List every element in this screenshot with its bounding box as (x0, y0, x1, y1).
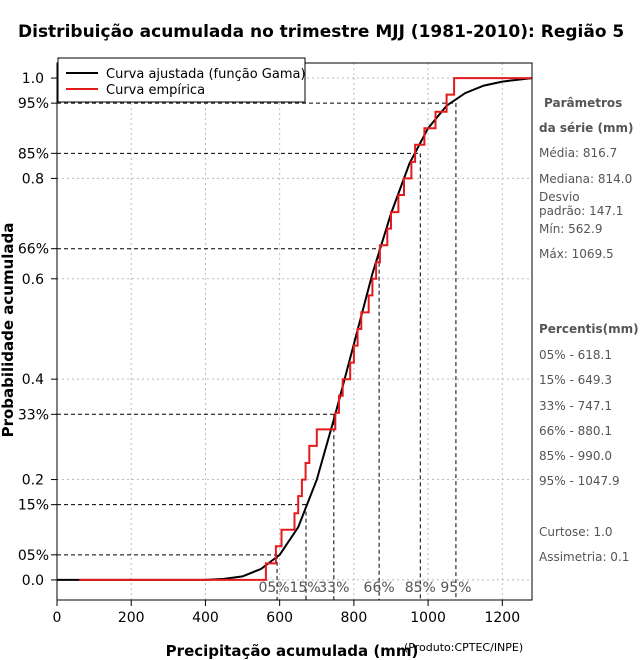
legend-box (57, 57, 306, 103)
x-tick-label: 1000 (410, 610, 446, 626)
param-desvio-line-1: Desvio (539, 190, 580, 204)
x-tick-label: 600 (266, 610, 293, 626)
x-tick-label: 800 (341, 610, 368, 626)
percentile-x-label: 15% (289, 580, 320, 596)
legend-fitted-label: Curva ajustada (função Gama) (106, 67, 306, 82)
x-tick-label: 400 (192, 610, 219, 626)
percentile-y-label: 85% (18, 146, 49, 162)
percentil-15: 15% - 649.3 (539, 373, 612, 387)
param-max: Máx: 1069.5 (539, 247, 614, 261)
y-tick-label: 0.8 (22, 171, 44, 187)
percentile-y-label: 15% (18, 498, 49, 514)
y-tick-label: 0.2 (22, 473, 44, 489)
percentil-66: 66% - 880.1 (539, 424, 612, 438)
percentile-lines (57, 102, 457, 600)
x-tick-label: 200 (118, 610, 145, 626)
grid (56, 63, 532, 600)
y-tick-label: 0.4 (22, 372, 44, 388)
product-credit: (Produto:CPTEC/INPE) (404, 641, 523, 654)
y-tick-label: 0.6 (22, 272, 44, 288)
y-axis: 0.0 0.2 0.4 0.6 0.8 1.0 (22, 71, 57, 589)
percentile-x-label: 85% (405, 580, 436, 596)
x-axis-label: Precipitação acumulada (mm) (166, 642, 419, 660)
percentile-x-label: 33% (318, 580, 349, 596)
series-parameters-panel: Parâmetros da série (mm) Média: 816.7 Me… (539, 96, 633, 261)
y-axis-label: Probabilidade acumulada (0, 223, 17, 438)
percentile-y-label: 33% (18, 407, 49, 423)
x-axis: 0 200 400 600 800 1000 1200 (53, 600, 520, 626)
percentile-y-label: 66% (18, 242, 49, 258)
percentile-y-label: 05% (18, 548, 49, 564)
y-tick-label: 1.0 (22, 71, 44, 87)
y-tick-label: 0.0 (22, 573, 44, 589)
legend: Curva ajustada (função Gama) Curva empír… (57, 57, 306, 103)
curtose: Curtose: 1.0 (539, 525, 613, 539)
percentiles-panel: Percentis(mm) 05% - 618.1 15% - 649.3 33… (539, 322, 639, 564)
percentile-x-label: 66% (364, 580, 395, 596)
percentil-85: 85% - 990.0 (539, 449, 612, 463)
param-media: Média: 816.7 (539, 146, 617, 160)
x-tick-label: 1200 (484, 610, 520, 626)
percentile-x-label: 95% (440, 580, 471, 596)
percentile-y-labels: 05% 15% 33% 66% 85% 95% (18, 96, 57, 564)
assimetria: Assimetria: 0.1 (539, 550, 629, 564)
percentile-y-label: 95% (18, 96, 49, 112)
percentile-x-label: 05% (258, 580, 289, 596)
param-desvio-line-2: padrão: 147.1 (539, 204, 623, 218)
empirical-step-curve (79, 77, 532, 581)
x-tick-label: 0 (53, 610, 62, 626)
params-title-line-2: da série (mm) (539, 121, 633, 135)
percentil-05: 05% - 618.1 (539, 348, 612, 362)
params-title-line-1: Parâmetros (544, 96, 622, 110)
chart-title: Distribuição acumulada no trimestre MJJ … (18, 22, 624, 42)
percentis-title: Percentis(mm) (539, 322, 639, 336)
fitted-gamma-curve (57, 77, 533, 581)
percentile-x-labels: 05% 15%33% 66% 85% 95% (258, 580, 471, 596)
param-mediana: Mediana: 814.0 (539, 172, 632, 186)
percentil-33: 33% - 747.1 (539, 399, 612, 413)
legend-empirical-label: Curva empírica (106, 83, 205, 98)
param-min: Mín: 562.9 (539, 222, 603, 236)
percentil-95: 95% - 1047.9 (539, 474, 620, 488)
